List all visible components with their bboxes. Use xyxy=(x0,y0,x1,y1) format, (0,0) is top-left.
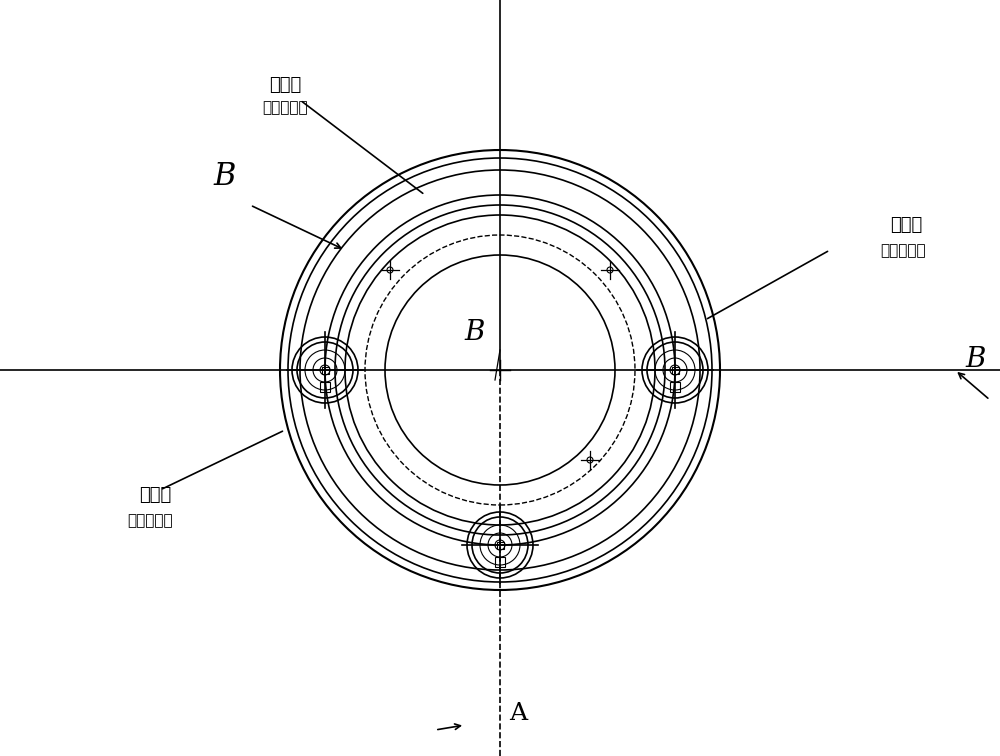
Text: （外圆上）: （外圆上） xyxy=(127,513,173,528)
Bar xyxy=(320,382,330,392)
Bar xyxy=(495,557,505,567)
Text: A: A xyxy=(509,702,527,725)
Text: 注油口: 注油口 xyxy=(139,486,171,504)
Text: B: B xyxy=(965,346,985,373)
Bar xyxy=(670,382,680,392)
Text: B: B xyxy=(214,161,236,192)
Text: 充气口: 充气口 xyxy=(890,216,922,234)
Text: B: B xyxy=(465,319,485,346)
Text: 〈外圆上〉: 〈外圆上〉 xyxy=(262,100,308,115)
Text: 〈外圆上〉: 〈外圆上〉 xyxy=(880,243,926,258)
Bar xyxy=(496,541,504,549)
Text: 排油口: 排油口 xyxy=(269,76,301,94)
Bar xyxy=(672,367,678,373)
Bar xyxy=(322,367,328,373)
